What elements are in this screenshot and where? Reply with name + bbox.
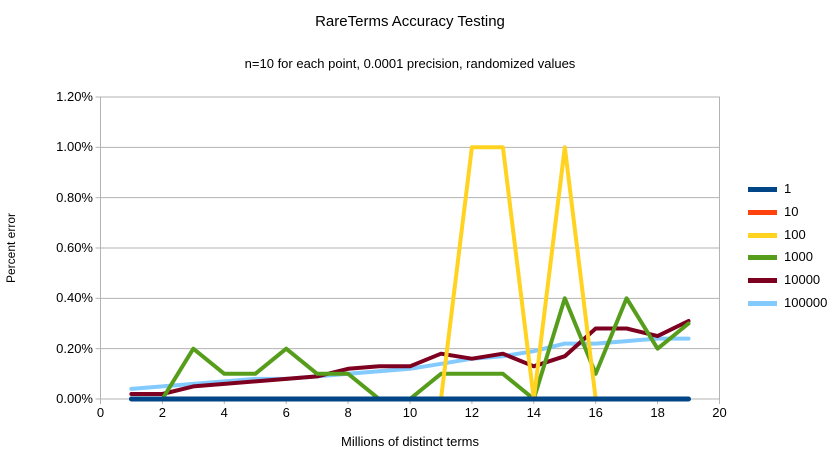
x-tick-label: 12	[464, 405, 480, 420]
y-tick-label: 0.60%	[56, 240, 93, 255]
x-tick-label: 6	[282, 405, 290, 420]
x-tick-label: 16	[588, 405, 603, 420]
legend-swatch	[748, 301, 777, 306]
legend-swatch	[748, 187, 777, 192]
x-tick-label: 2	[158, 405, 166, 420]
x-tick-label: 14	[526, 405, 542, 420]
y-tick-label: 0.00%	[56, 391, 93, 406]
x-tick-label: 18	[650, 405, 665, 420]
legend-label: 1	[784, 181, 792, 196]
y-tick-label: 0.40%	[56, 290, 93, 306]
y-tick-label: 1.00%	[56, 139, 93, 155]
series-line-100000	[129, 336, 691, 391]
x-tick-label: 10	[402, 405, 418, 420]
legend-swatch	[748, 209, 777, 215]
legend-swatch	[748, 278, 777, 284]
y-tick-label: 0.20%	[56, 340, 93, 356]
x-tick-label: 20	[712, 405, 727, 420]
legend-label: 1000	[784, 249, 813, 265]
series-line-10000	[129, 319, 691, 396]
y-tick-label: 1.20%	[56, 89, 93, 104]
legend-label: 10	[784, 203, 799, 219]
legend-label: 100	[784, 226, 806, 242]
legend-label: 10000	[784, 272, 821, 288]
series-line-100	[129, 145, 691, 401]
legend-label: 100000	[784, 295, 828, 310]
y-tick-label: 0.80%	[56, 189, 93, 205]
chart-title: RareTerms Accuracy Testing	[315, 13, 505, 30]
x-tick-label: 0	[96, 405, 105, 420]
x-tick-label: 8	[344, 405, 352, 420]
legend-swatch	[748, 255, 777, 261]
x-tick-label: 4	[220, 405, 228, 420]
x-axis-title: Millions of distinct terms	[341, 434, 479, 449]
legend-swatch	[748, 232, 777, 238]
chart-subtitle: n=10 for each point, 0.0001 precision, r…	[244, 56, 576, 71]
